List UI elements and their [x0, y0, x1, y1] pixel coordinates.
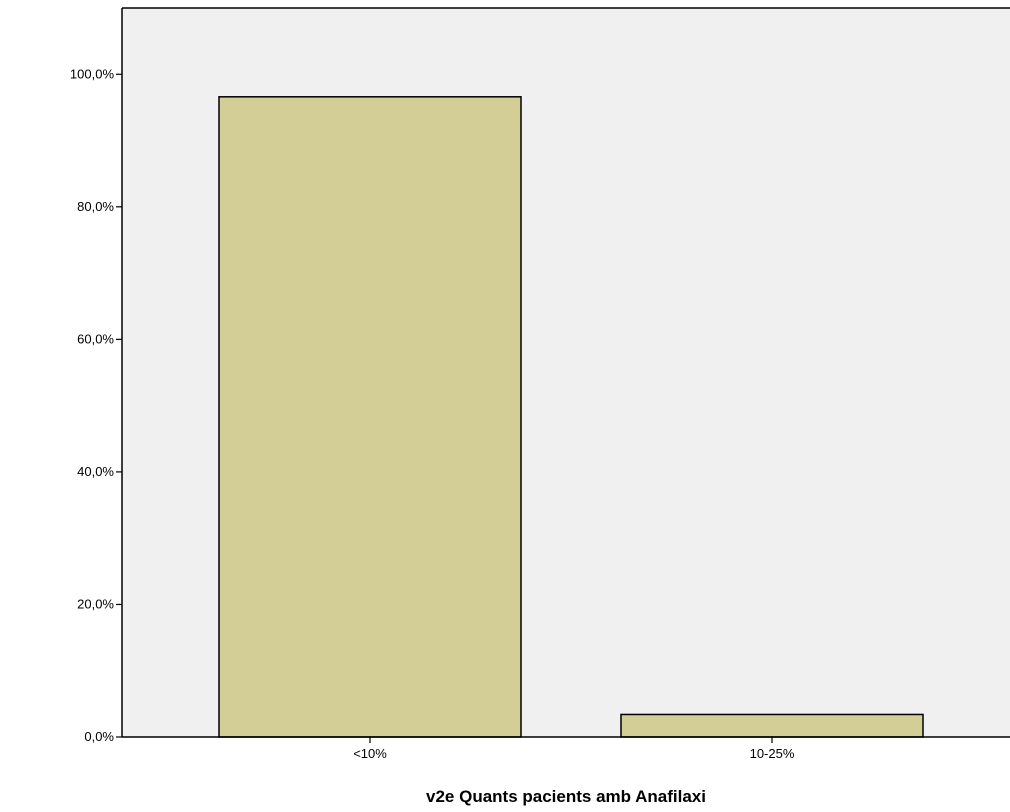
y-tick-label: 20,0%: [77, 596, 114, 611]
y-tick-label: 60,0%: [77, 331, 114, 346]
x-tick-label: 10-25%: [750, 746, 795, 761]
bar-1: [218, 96, 522, 738]
y-tick-label: 80,0%: [77, 199, 114, 214]
y-tick-label: 0,0%: [84, 729, 114, 744]
x-axis-title: v2e Quants pacients amb Anafilaxi: [426, 787, 706, 806]
y-tick-label: 40,0%: [77, 464, 114, 479]
x-ticks-group: <10% 10-25%: [353, 737, 795, 761]
bars-group: [218, 96, 924, 738]
bar-2: [620, 713, 924, 738]
x-tick-label: <10%: [353, 746, 387, 761]
y-tick-label: 100,0%: [70, 66, 115, 81]
y-ticks-group: 0,0% 20,0% 40,0% 60,0% 80,0% 100,0%: [70, 66, 122, 744]
